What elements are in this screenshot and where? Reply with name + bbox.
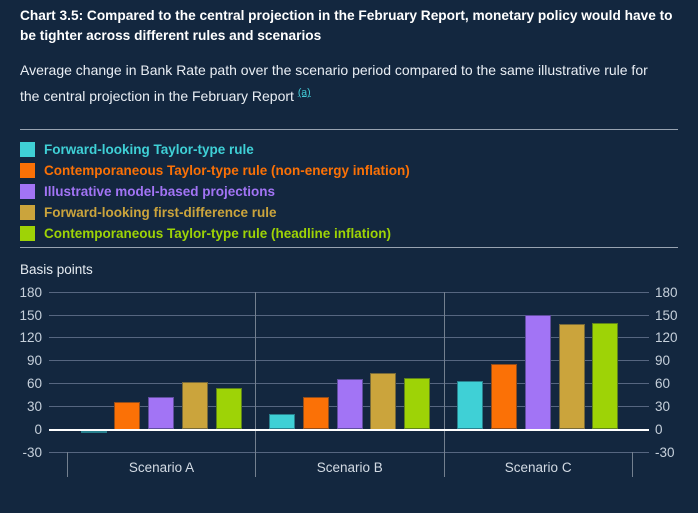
category-label-0: Scenario A xyxy=(128,460,195,475)
bar-scenario-b-series-1[interactable] xyxy=(302,397,329,430)
legend-label: Contemporaneous Taylor-type rule (non-en… xyxy=(44,163,410,178)
bar-scenario-b-series-2[interactable] xyxy=(336,379,363,430)
legend: Forward-looking Taylor-type rule Contempo… xyxy=(20,139,410,244)
y-axis-label-right: -30 xyxy=(655,444,675,460)
gridline-150 xyxy=(49,314,649,316)
y-axis-label-left: -30 xyxy=(22,444,42,460)
legend-label: Forward-looking first-difference rule xyxy=(44,205,277,220)
bar-scenario-a-series-4[interactable] xyxy=(215,388,242,430)
y-axis-label-right: 150 xyxy=(655,307,678,323)
chart-plot-area: 180 180 150 150 120 120 90 90 60 60 30 30 0 0 -30 -30 Sc… xyxy=(0,270,698,513)
y-axis-label-left: 120 xyxy=(19,330,42,346)
legend-swatch-icon xyxy=(20,142,35,157)
scenario-separator xyxy=(255,292,257,477)
bar-scenario-b-series-0[interactable] xyxy=(269,414,295,430)
bar-scenario-b-series-4[interactable] xyxy=(404,378,430,430)
y-axis-title: Basis points xyxy=(20,262,93,277)
zero-baseline xyxy=(49,428,649,431)
legend-label: Illustrative model-based projections xyxy=(44,184,276,199)
legend-label: Forward-looking Taylor-type rule xyxy=(44,142,254,157)
legend-item-0[interactable]: Forward-looking Taylor-type rule xyxy=(20,139,410,160)
bar-scenario-c-series-0[interactable] xyxy=(457,380,484,430)
y-axis-label-right: 180 xyxy=(655,284,678,300)
legend-swatch-icon xyxy=(20,163,35,178)
gridline-90 xyxy=(49,360,649,362)
legend-swatch-icon xyxy=(20,205,35,220)
bar-scenario-c-series-1[interactable] xyxy=(491,363,518,430)
legend-item-3[interactable]: Forward-looking first-difference rule xyxy=(20,202,410,223)
legend-item-1[interactable]: Contemporaneous Taylor-type rule (non-en… xyxy=(20,160,410,181)
bar-scenario-a-series-0[interactable] xyxy=(80,430,107,433)
y-axis-label-left: 30 xyxy=(26,399,42,415)
legend-swatch-icon xyxy=(20,184,35,199)
gridline-180 xyxy=(49,291,649,293)
gridline-120 xyxy=(49,337,649,339)
y-axis-label-left: 0 xyxy=(34,422,42,437)
subtitle-text: Average change in Bank Rate path over th… xyxy=(20,62,648,104)
category-label-1: Scenario B xyxy=(316,460,383,475)
axis-edge-tick xyxy=(632,452,633,477)
bar-scenario-b-series-3[interactable] xyxy=(370,373,397,430)
bar-scenario-a-series-3[interactable] xyxy=(181,382,208,430)
bar-scenario-c-series-4[interactable] xyxy=(592,322,619,430)
y-axis-label-right: 90 xyxy=(655,353,671,369)
gridline--30 xyxy=(49,451,649,453)
y-axis-label-right: 30 xyxy=(655,399,671,415)
y-axis-label-left: 60 xyxy=(26,376,42,392)
y-axis-label-right: 0 xyxy=(655,422,663,437)
y-axis-label-left: 180 xyxy=(19,284,42,300)
bar-scenario-c-series-3[interactable] xyxy=(558,324,585,430)
scenario-separator xyxy=(443,292,445,477)
axis-edge-tick xyxy=(67,452,68,477)
y-axis-label-left: 150 xyxy=(19,307,42,323)
category-label-2: Scenario C xyxy=(504,460,572,475)
chart-subtitle: Average change in Bank Rate path over th… xyxy=(20,57,648,109)
footnote-a-link[interactable]: (a) xyxy=(297,86,311,99)
y-axis-label-left: 90 xyxy=(26,353,42,369)
divider-top xyxy=(20,129,678,130)
bar-scenario-a-series-2[interactable] xyxy=(148,397,175,430)
legend-item-2[interactable]: Illustrative model-based projections xyxy=(20,181,410,202)
legend-label: Contemporaneous Taylor-type rule (headli… xyxy=(44,226,392,241)
chart-title: Chart 3.5: Compared to the central proje… xyxy=(20,8,673,43)
bar-scenario-a-series-1[interactable] xyxy=(114,402,141,430)
y-axis-label-right: 120 xyxy=(655,330,678,346)
legend-swatch-icon xyxy=(20,226,35,241)
divider-bottom xyxy=(20,247,678,248)
y-axis-label-right: 60 xyxy=(655,376,671,392)
legend-item-4[interactable]: Contemporaneous Taylor-type rule (headli… xyxy=(20,223,410,244)
bar-scenario-c-series-2[interactable] xyxy=(524,315,551,430)
